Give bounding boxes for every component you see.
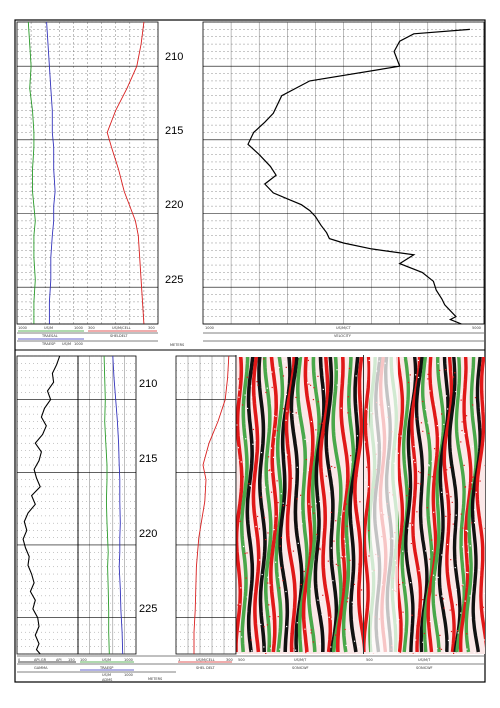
upper-left-curves <box>27 21 145 325</box>
ul-footer-2: US/M <box>44 326 53 330</box>
depth-label-210-upper: 210 <box>165 51 183 63</box>
ul-footer-9: TRAESP <box>41 342 55 346</box>
curve-traesal-lower <box>103 355 110 655</box>
ul-footer-11: 1000 <box>74 342 83 346</box>
lower-tensp-grid <box>77 355 137 655</box>
waveform-right <box>364 357 485 654</box>
depth-label-215-lower: 215 <box>139 453 157 465</box>
depth-label-225-lower: 225 <box>139 603 157 615</box>
upper-right-footer: 1000 US/M/CT VELOCITY 5000 <box>203 323 484 342</box>
upper-left-footer: 1000 US/M 1000 300 US/M/CELL 300 TRAESAL… <box>17 323 158 346</box>
curve-traesp-lower <box>112 355 124 655</box>
lt-footer-6: 1000 <box>124 673 133 677</box>
depth-label-220-lower: 220 <box>139 528 157 540</box>
lg-footer-4: API <box>56 658 62 662</box>
lower-curves <box>22 355 230 655</box>
ul-footer-3: 1000 <box>74 326 83 330</box>
lower-depth-labels: 210 215 220 225 <box>139 378 157 615</box>
wr-footer-1: 500 <box>366 658 373 662</box>
ur-footer-4: 5000 <box>472 326 481 330</box>
depth-label-220-upper: 220 <box>165 199 183 211</box>
curve-velocity <box>247 28 470 325</box>
curve-sheldelt-lower <box>193 355 230 654</box>
ul-footer-1: 1000 <box>18 326 27 330</box>
ul-footer-6: 300 <box>148 326 155 330</box>
depth-label-210-lower: 210 <box>139 378 157 390</box>
lt-footer-1: 100 <box>80 658 87 662</box>
curve-sheldelt-upper <box>106 21 145 325</box>
ur-footer-2: US/M/CT <box>336 326 352 330</box>
waveform-left <box>236 357 363 654</box>
lower-shear-grid <box>175 355 237 655</box>
lg-footer-1: API-GR <box>34 658 47 662</box>
lt-footer-4: TRAESP <box>99 666 113 670</box>
upper-depth-unit: METERS <box>170 343 185 347</box>
wl-footer-3: SONICWF <box>292 666 309 670</box>
ul-footer-4: 300 <box>88 326 95 330</box>
wl-footer-1: 500 <box>238 658 245 662</box>
wr-footer-3: SONICWF <box>416 666 433 670</box>
lt-footer-2: US/M <box>102 658 111 662</box>
depth-label-225-upper: 225 <box>165 274 183 286</box>
upper-right-grid <box>202 21 485 325</box>
ur-footer-3: VELOCITY <box>334 334 352 338</box>
lg-footer-2: GAMMA <box>34 666 48 670</box>
lower-gamma-grid <box>16 355 79 655</box>
outer-frame <box>14 19 486 683</box>
lower-footers: API-GR GAMMA 0 API 150 100 US/M 1000 TRA… <box>17 655 484 682</box>
curve-traesal-upper <box>27 21 36 324</box>
lt-footer-3: 1000 <box>124 658 133 662</box>
ul-footer-5: US/M/CELL <box>112 326 131 330</box>
lower-depth-unit: METERS <box>148 677 163 681</box>
upper-depth-labels: 210 215 220 225 <box>165 51 183 286</box>
upper-left-grid <box>16 21 159 325</box>
ul-footer-7: TRAESAL <box>41 334 58 338</box>
lt-footer-5: US/M <box>102 673 111 677</box>
wr-footer-2: US/M/T <box>418 658 431 662</box>
ul-footer-8: SHELDELT <box>110 334 128 338</box>
ls-footer-2: US/M/CELL <box>196 658 215 662</box>
ls-footer-3: SHEL DELT <box>196 666 216 670</box>
ul-footer-10: US/M <box>62 342 71 346</box>
curve-gamma-lower <box>22 355 61 655</box>
depth-label-215-upper: 215 <box>165 125 183 137</box>
ls-footer-1: 1 <box>178 658 180 662</box>
lg-footer-3: 0 <box>18 658 20 662</box>
lg-footer-5: 150 <box>68 658 75 662</box>
upper-right-curves <box>247 28 470 325</box>
curve-traesp-upper <box>46 21 56 324</box>
ur-footer-1: 1000 <box>205 326 214 330</box>
ls-footer-4: 300 <box>226 658 233 662</box>
lt-footer-7: ADMS <box>102 678 113 682</box>
wl-footer-2: US/M/T <box>294 658 307 662</box>
